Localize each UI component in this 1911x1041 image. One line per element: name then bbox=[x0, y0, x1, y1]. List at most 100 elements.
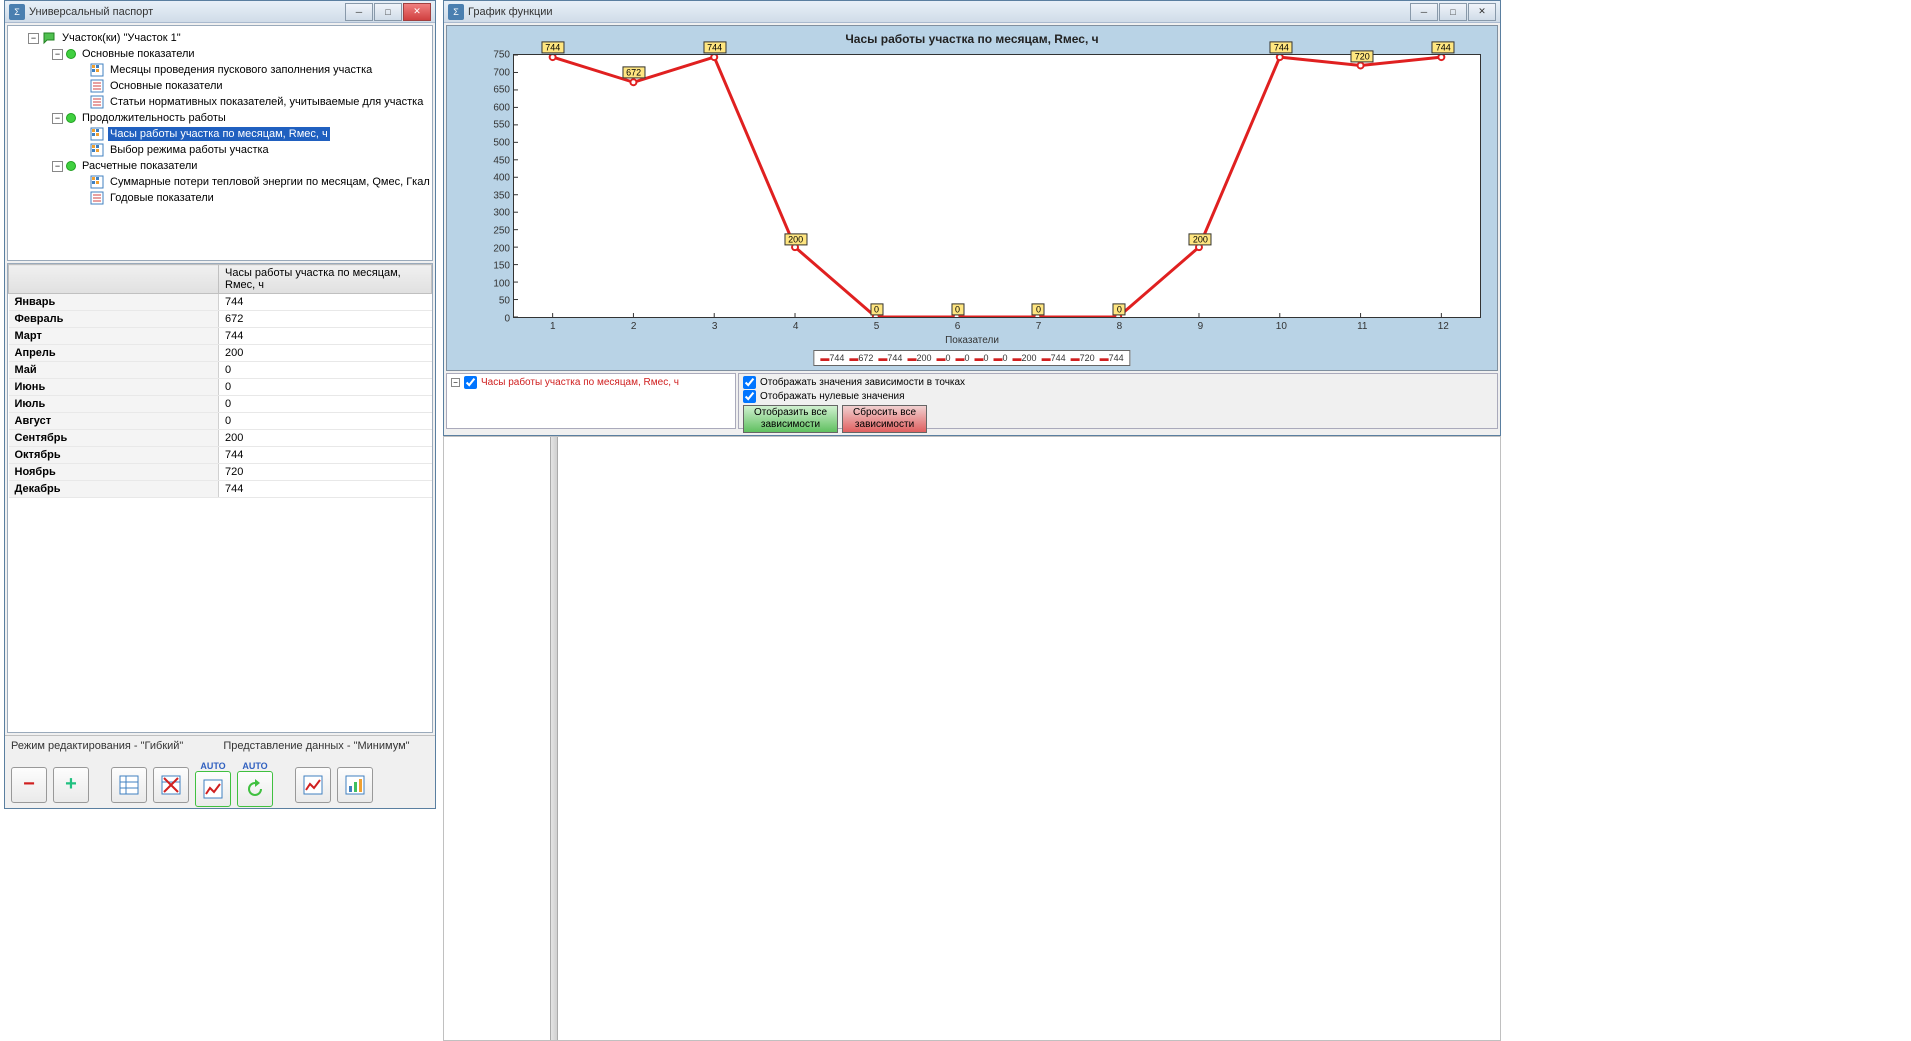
maximize-button[interactable]: □ bbox=[374, 3, 402, 21]
data-point-label: 744 bbox=[1270, 42, 1293, 54]
value-cell[interactable]: 200 bbox=[219, 430, 432, 447]
tree-item[interactable]: Годовые показатели bbox=[8, 190, 432, 206]
table-row[interactable]: Июль0 bbox=[9, 396, 432, 413]
auto-label: AUTO bbox=[242, 762, 267, 771]
table-row[interactable]: Февраль672 bbox=[9, 311, 432, 328]
auto-refresh-button[interactable] bbox=[237, 771, 273, 807]
grid-icon bbox=[90, 143, 104, 157]
remove-button[interactable]: − bbox=[11, 767, 47, 803]
show-values-checkbox[interactable] bbox=[743, 376, 756, 389]
value-cell[interactable]: 744 bbox=[219, 328, 432, 345]
table-row[interactable]: Сентябрь200 bbox=[9, 430, 432, 447]
y-tick-label: 500 bbox=[493, 138, 510, 149]
tree-item[interactable]: Месяцы проведения пускового заполнения у… bbox=[8, 62, 432, 78]
data-point-label: 200 bbox=[1189, 233, 1212, 245]
minimize-button[interactable]: ─ bbox=[345, 3, 373, 21]
app-icon: Σ bbox=[9, 4, 25, 20]
chart-plot: 0501001502002503003504004505005506006507… bbox=[513, 54, 1481, 318]
graph-titlebar[interactable]: Σ График функции ─ □ ✕ bbox=[444, 1, 1500, 23]
passport-titlebar[interactable]: Σ Универсальный паспорт ─ □ ✕ bbox=[5, 1, 435, 23]
table-delete-button[interactable] bbox=[153, 767, 189, 803]
month-cell: Май bbox=[9, 362, 219, 379]
data-point-label: 0 bbox=[1113, 303, 1126, 315]
table-row[interactable]: Январь744 bbox=[9, 294, 432, 311]
tree-group[interactable]: − Основные показатели bbox=[8, 46, 432, 62]
tree-item[interactable]: Выбор режима работы участка bbox=[8, 142, 432, 158]
value-cell[interactable]: 0 bbox=[219, 396, 432, 413]
y-tick-label: 300 bbox=[493, 208, 510, 219]
show-all-button[interactable]: Отобразить всезависимости bbox=[743, 405, 838, 433]
tree-item[interactable]: Статьи нормативных показателей, учитывае… bbox=[8, 94, 432, 110]
minimize-button[interactable]: ─ bbox=[1410, 3, 1438, 21]
table-row[interactable]: Ноябрь720 bbox=[9, 464, 432, 481]
value-cell[interactable]: 672 bbox=[219, 311, 432, 328]
report-button[interactable] bbox=[337, 767, 373, 803]
tree-root[interactable]: − Участок(ки) "Участок 1" bbox=[8, 30, 432, 46]
table-row[interactable]: Апрель200 bbox=[9, 345, 432, 362]
month-cell: Ноябрь bbox=[9, 464, 219, 481]
table-row[interactable]: Декабрь744 bbox=[9, 481, 432, 498]
maximize-button[interactable]: □ bbox=[1439, 3, 1467, 21]
tree-group[interactable]: − Расчетные показатели bbox=[8, 158, 432, 174]
series-checkbox[interactable] bbox=[464, 376, 477, 389]
table-row[interactable]: Июнь0 bbox=[9, 379, 432, 396]
x-tick-label: 12 bbox=[1438, 321, 1449, 332]
table-row[interactable]: Март744 bbox=[9, 328, 432, 345]
edit-mode-label: Режим редактирования - "Гибкий" bbox=[11, 740, 183, 752]
table-header[interactable]: Часы работы участка по месяцам, Rмес, ч bbox=[219, 265, 432, 294]
month-cell: Март bbox=[9, 328, 219, 345]
value-cell[interactable]: 0 bbox=[219, 379, 432, 396]
close-button[interactable]: ✕ bbox=[1468, 3, 1496, 21]
y-tick-label: 750 bbox=[493, 50, 510, 61]
show-zeros-label: Отображать нулевые значения bbox=[760, 391, 905, 402]
x-tick-label: 8 bbox=[1117, 321, 1123, 332]
tree-item[interactable]: Суммарные потери тепловой энергии по мес… bbox=[8, 174, 432, 190]
series-list: − Часы работы участка по месяцам, Rмес, … bbox=[446, 373, 736, 429]
chart-legend: ▬744 ▬672 ▬744 ▬200 ▬0 ▬0 ▬0 ▬0 ▬200 ▬74… bbox=[813, 350, 1130, 366]
month-cell: Июнь bbox=[9, 379, 219, 396]
table-row[interactable]: Май0 bbox=[9, 362, 432, 379]
table-row[interactable]: Август0 bbox=[9, 413, 432, 430]
grid-icon bbox=[90, 127, 104, 141]
auto-chart-button[interactable] bbox=[195, 771, 231, 807]
value-cell[interactable]: 744 bbox=[219, 294, 432, 311]
tree-group[interactable]: − Продолжительность работы bbox=[8, 110, 432, 126]
value-cell[interactable]: 0 bbox=[219, 362, 432, 379]
graph-window: Σ График функции ─ □ ✕ Часы работы участ… bbox=[443, 0, 1501, 436]
month-cell: Август bbox=[9, 413, 219, 430]
value-cell[interactable]: 744 bbox=[219, 481, 432, 498]
data-table[interactable]: Часы работы участка по месяцам, Rмес, ч … bbox=[7, 263, 433, 733]
tree-toggle-icon[interactable]: − bbox=[451, 378, 460, 387]
x-tick-label: 5 bbox=[874, 321, 880, 332]
list-icon bbox=[90, 79, 104, 93]
value-cell[interactable]: 200 bbox=[219, 345, 432, 362]
value-cell[interactable]: 744 bbox=[219, 447, 432, 464]
add-button[interactable]: + bbox=[53, 767, 89, 803]
toolbar: − + AUTO AUTO bbox=[5, 756, 435, 813]
y-tick-label: 600 bbox=[493, 102, 510, 113]
data-point-label: 672 bbox=[622, 67, 645, 79]
view-mode-label: Представление данных - "Минимум" bbox=[223, 740, 409, 752]
chart-button[interactable] bbox=[295, 767, 331, 803]
navigation-tree[interactable]: − Участок(ки) "Участок 1" − Основные пок… bbox=[7, 25, 433, 261]
table-header[interactable] bbox=[9, 265, 219, 294]
reset-all-button[interactable]: Сбросить всезависимости bbox=[842, 405, 927, 433]
x-tick-label: 2 bbox=[631, 321, 637, 332]
x-tick-label: 6 bbox=[955, 321, 961, 332]
table-row[interactable]: Октябрь744 bbox=[9, 447, 432, 464]
tree-item-selected[interactable]: Часы работы участка по месяцам, Rмес, ч bbox=[8, 126, 432, 142]
grid-icon bbox=[90, 63, 104, 77]
xaxis-title: Показатели bbox=[447, 335, 1497, 346]
show-zeros-checkbox[interactable] bbox=[743, 390, 756, 403]
value-cell[interactable]: 0 bbox=[219, 413, 432, 430]
close-button[interactable]: ✕ bbox=[403, 3, 431, 21]
table-button[interactable] bbox=[111, 767, 147, 803]
graph-controls: − Часы работы участка по месяцам, Rмес, … bbox=[446, 373, 1498, 429]
graph-title: График функции bbox=[468, 6, 553, 18]
data-point-label: 0 bbox=[1032, 303, 1045, 315]
tree-item[interactable]: Основные показатели bbox=[8, 78, 432, 94]
series-label: Часы работы участка по месяцам, Rмес, ч bbox=[481, 377, 679, 388]
value-cell[interactable]: 720 bbox=[219, 464, 432, 481]
status-bar: Режим редактирования - "Гибкий" Представ… bbox=[5, 735, 435, 756]
month-cell: Апрель bbox=[9, 345, 219, 362]
